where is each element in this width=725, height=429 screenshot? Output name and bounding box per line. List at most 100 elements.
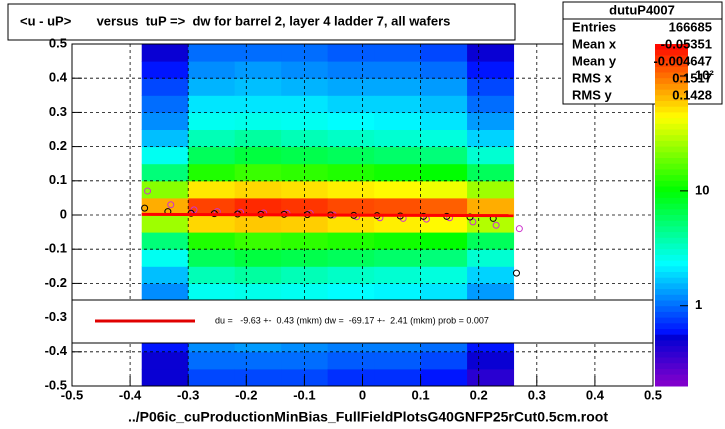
heatmap-cell [467,146,515,165]
heatmap-cell [188,78,236,96]
colorbar-segment [655,135,688,142]
z-tick-label: 1 [695,297,702,312]
heatmap-cell [234,351,282,370]
y-tick-label: -0.1 [45,241,67,256]
x-tick-label: -0.1 [293,387,315,402]
heatmap-cell [141,368,189,387]
heatmap-cell [327,95,375,113]
heatmap-cell [327,78,375,96]
y-tick-label: -0.5 [45,377,67,392]
profile-point [492,221,500,229]
heatmap-cell [467,112,515,130]
heatmap-cell [467,351,515,370]
heatmap-cell [188,351,236,370]
heatmap-cell [234,146,282,165]
heatmap-cell [420,163,468,182]
heatmap-cell [467,249,515,267]
heatmap-cell [188,283,236,301]
heatmap-cell [467,44,515,62]
colorbar-segment [655,289,688,296]
heatmap-cell [374,129,422,148]
heatmap-cell [420,283,468,301]
colorbar-segment [655,272,688,279]
heatmap-cell [467,368,515,387]
heatmap-cell [234,129,282,148]
colorbar-segment [655,306,688,313]
colorbar-segment [655,237,688,244]
heatmap-cell [234,95,282,113]
colorbar-segment [655,89,688,96]
heatmap-cell [327,351,375,370]
heatmap-cell [374,215,422,233]
heatmap-cell [327,146,375,165]
colorbar-segment [655,226,688,233]
y-tick-label: 0.3 [49,104,67,119]
colorbar-segment [655,334,688,341]
heatmap-cell [141,180,189,199]
colorbar-segment [655,95,688,102]
colorbar-segment [655,66,688,73]
colorbar-segment [655,357,688,364]
colorbar-segment [655,197,688,205]
heatmap-cell [188,146,236,165]
heatmap-cell [420,95,468,113]
heatmap-cell [467,180,515,199]
x-tick-label: 0.5 [644,387,662,402]
colorbar-segment [655,277,688,284]
heatmap-cell [467,266,515,284]
heatmap-cell [141,95,189,113]
stats-label: Mean y [572,53,617,68]
colorbar-segment [655,140,688,148]
heatmap-cell [141,44,189,62]
heatmap-cell [141,266,189,284]
colorbar-segment [655,215,688,222]
title-box [7,3,516,41]
heatmap-cell [188,61,236,79]
heatmap-cell [141,197,189,216]
heatmap-cell [234,78,282,96]
colorbar-segment [655,363,688,370]
heatmap-cell [467,197,515,216]
colorbar-segment [655,118,688,125]
heatmap-cell [374,61,422,79]
heatmap-cell [281,351,329,370]
stats-value: -0.05351 [661,36,712,51]
colorbar-segment [655,61,688,68]
colorbar-segment [655,55,688,62]
colorbar-segment [655,311,688,319]
stats-value: 0.1517 [672,70,712,85]
x-tick-label: -0.4 [119,387,142,402]
heatmap-cell [420,129,468,148]
heatmap-cell [420,368,468,387]
x-tick-label: -0.5 [61,387,83,402]
heatmap-cell [141,283,189,301]
heatmap-cell [374,197,422,216]
colorbar-segment [655,72,688,79]
heatmap-cell [188,95,236,113]
heatmap-cell [141,232,189,250]
colorbar-segment [655,49,688,56]
colorbar-segment [655,243,688,250]
fit-line [141,212,514,218]
heatmap-cell [234,163,282,182]
heatmap-cell [234,283,282,301]
colorbar-segment [655,175,688,182]
heatmap-cell [188,180,236,199]
colorbar-segment [655,294,688,301]
heatmap-cell [188,249,236,267]
colorbar-segment [655,351,688,358]
heatmap-cell [281,146,329,165]
colorbar-segment [655,180,688,187]
heatmap-cell [420,232,468,250]
heatmap-cell [327,129,375,148]
colorbar-segment [655,152,688,159]
x-tick-label: -0.2 [235,387,257,402]
x-tick-label: 0.3 [528,387,546,402]
heatmap-cell [420,146,468,165]
colorbar-segment [655,44,688,51]
heatmap-cell [281,249,329,267]
heatmap-cell [327,197,375,216]
colorbar-segment [655,169,688,176]
heatmap-cell [467,61,515,79]
heatmap-cell [188,129,236,148]
